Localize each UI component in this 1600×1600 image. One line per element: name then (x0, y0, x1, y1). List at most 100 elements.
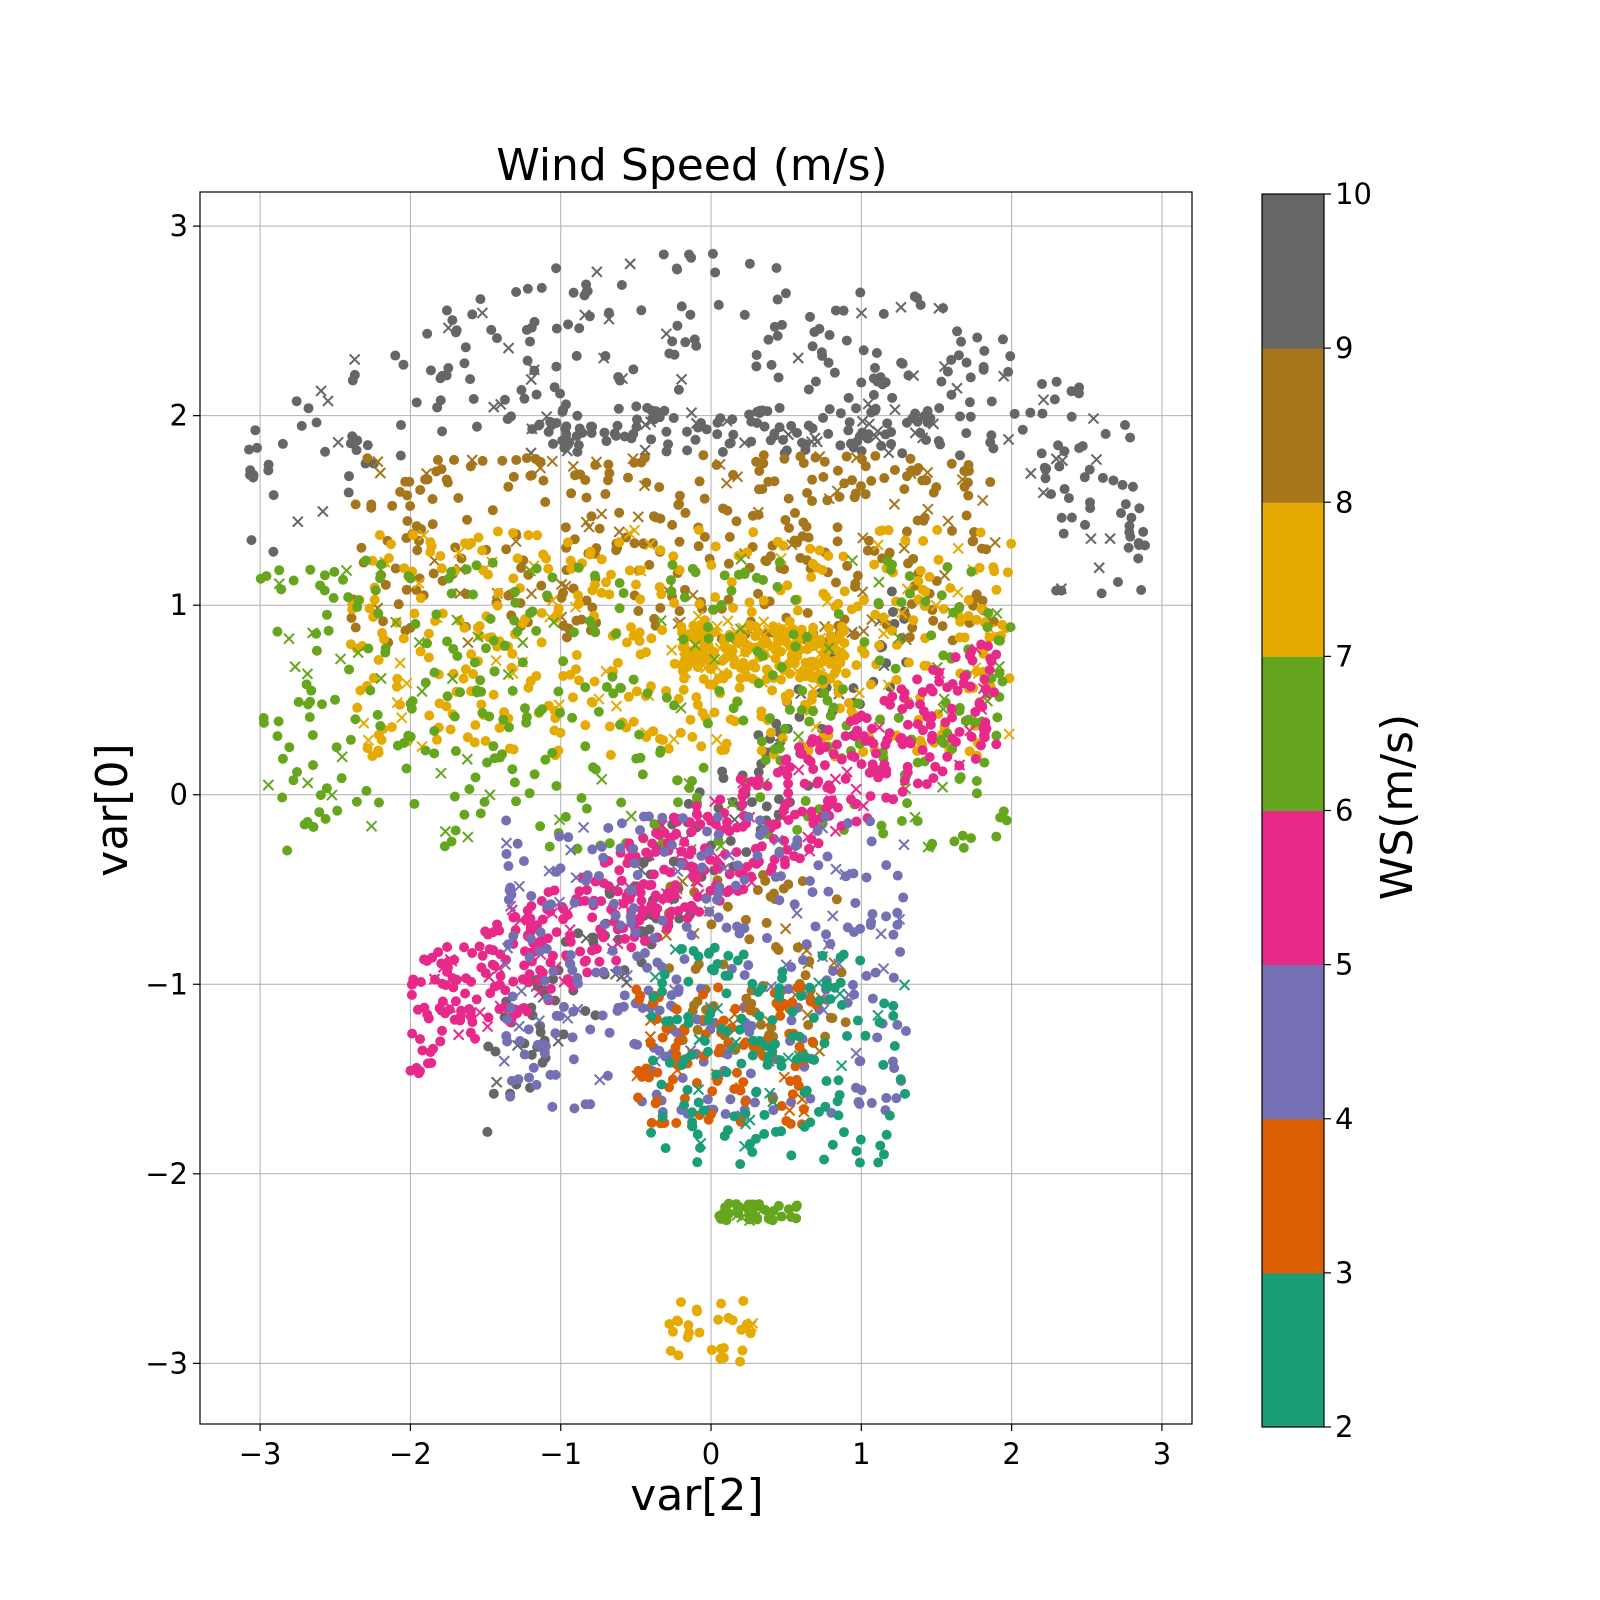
data-point (841, 335, 852, 346)
data-point (664, 1082, 675, 1093)
data-point (561, 632, 572, 643)
data-point (405, 500, 416, 511)
data-point (913, 575, 924, 586)
data-point (688, 904, 699, 915)
data-point (786, 962, 797, 973)
data-point (665, 1345, 676, 1356)
data-point-x (930, 599, 942, 612)
data-point (624, 565, 635, 576)
data-point (612, 420, 623, 431)
data-point (801, 939, 812, 950)
data-point (724, 826, 735, 837)
data-point-x (553, 896, 566, 908)
data-point (882, 418, 893, 429)
data-point (938, 738, 949, 749)
data-point (881, 1129, 892, 1140)
data-point (824, 404, 835, 415)
data-point (932, 525, 943, 536)
data-point (521, 712, 532, 723)
data-point (691, 340, 702, 351)
data-point (419, 954, 430, 965)
data-point (664, 1318, 675, 1329)
data-point (408, 530, 419, 541)
data-point (565, 555, 576, 566)
data-point (598, 966, 609, 977)
data-point (718, 1208, 729, 1219)
data-point (875, 1140, 886, 1151)
data-point (856, 377, 867, 388)
data-point-x (896, 607, 908, 619)
data-point (810, 921, 821, 932)
data-point (423, 1013, 434, 1024)
data-point (468, 393, 479, 404)
data-point (676, 859, 687, 870)
data-point (380, 579, 391, 590)
data-point (920, 596, 931, 607)
data-point (332, 805, 343, 816)
data-point (817, 674, 828, 685)
data-point (699, 493, 710, 504)
data-point (531, 1079, 542, 1090)
data-point (895, 946, 906, 957)
data-point (860, 489, 871, 500)
data-point (921, 434, 932, 445)
data-point (1108, 475, 1119, 486)
data-point (574, 886, 585, 897)
data-point-x (734, 623, 747, 635)
data-point (624, 894, 635, 905)
data-point (991, 831, 1002, 842)
data-point (464, 784, 475, 795)
data-point (984, 632, 995, 643)
data-point (412, 1004, 423, 1015)
data-point (661, 692, 672, 703)
data-point-x (390, 616, 402, 628)
data-point (757, 484, 768, 495)
data-point (687, 776, 698, 787)
data-point (288, 775, 299, 786)
data-point (401, 584, 412, 595)
data-point (1017, 424, 1028, 435)
data-point-x (513, 1020, 525, 1032)
data-point (509, 615, 520, 626)
data-point-x (711, 733, 723, 746)
data-point (466, 538, 477, 549)
x-tick-label: −1 (539, 1437, 582, 1471)
data-point (468, 668, 479, 679)
data-point (398, 359, 409, 370)
data-point (614, 603, 625, 614)
data-point (692, 662, 703, 673)
data-point (510, 597, 521, 608)
data-point (337, 574, 348, 585)
data-point (806, 656, 817, 667)
data-point (918, 535, 929, 546)
data-point (744, 1138, 755, 1149)
colorbar-segment (1262, 964, 1324, 1120)
data-point (277, 438, 288, 449)
data-point (646, 1011, 657, 1022)
data-point (957, 830, 968, 841)
data-point (997, 676, 1008, 687)
data-point (979, 345, 990, 356)
data-point (735, 774, 746, 785)
data-point-x (853, 687, 866, 699)
data-point (640, 948, 651, 959)
data-point (356, 542, 367, 553)
data-point (657, 625, 668, 636)
data-point (734, 1024, 745, 1035)
data-point-x (665, 644, 678, 656)
data-point (614, 375, 625, 386)
data-point (695, 417, 706, 428)
data-point (796, 705, 807, 716)
data-point (928, 615, 939, 626)
data-point (534, 946, 545, 957)
data-point (707, 604, 718, 615)
data-point (520, 703, 531, 714)
data-point (852, 570, 863, 581)
data-point (672, 775, 683, 786)
data-point-x (553, 699, 565, 711)
data-point (912, 719, 923, 730)
data-point (984, 664, 995, 675)
data-point (676, 1059, 687, 1070)
data-point-x (358, 717, 370, 729)
data-point (775, 646, 786, 657)
